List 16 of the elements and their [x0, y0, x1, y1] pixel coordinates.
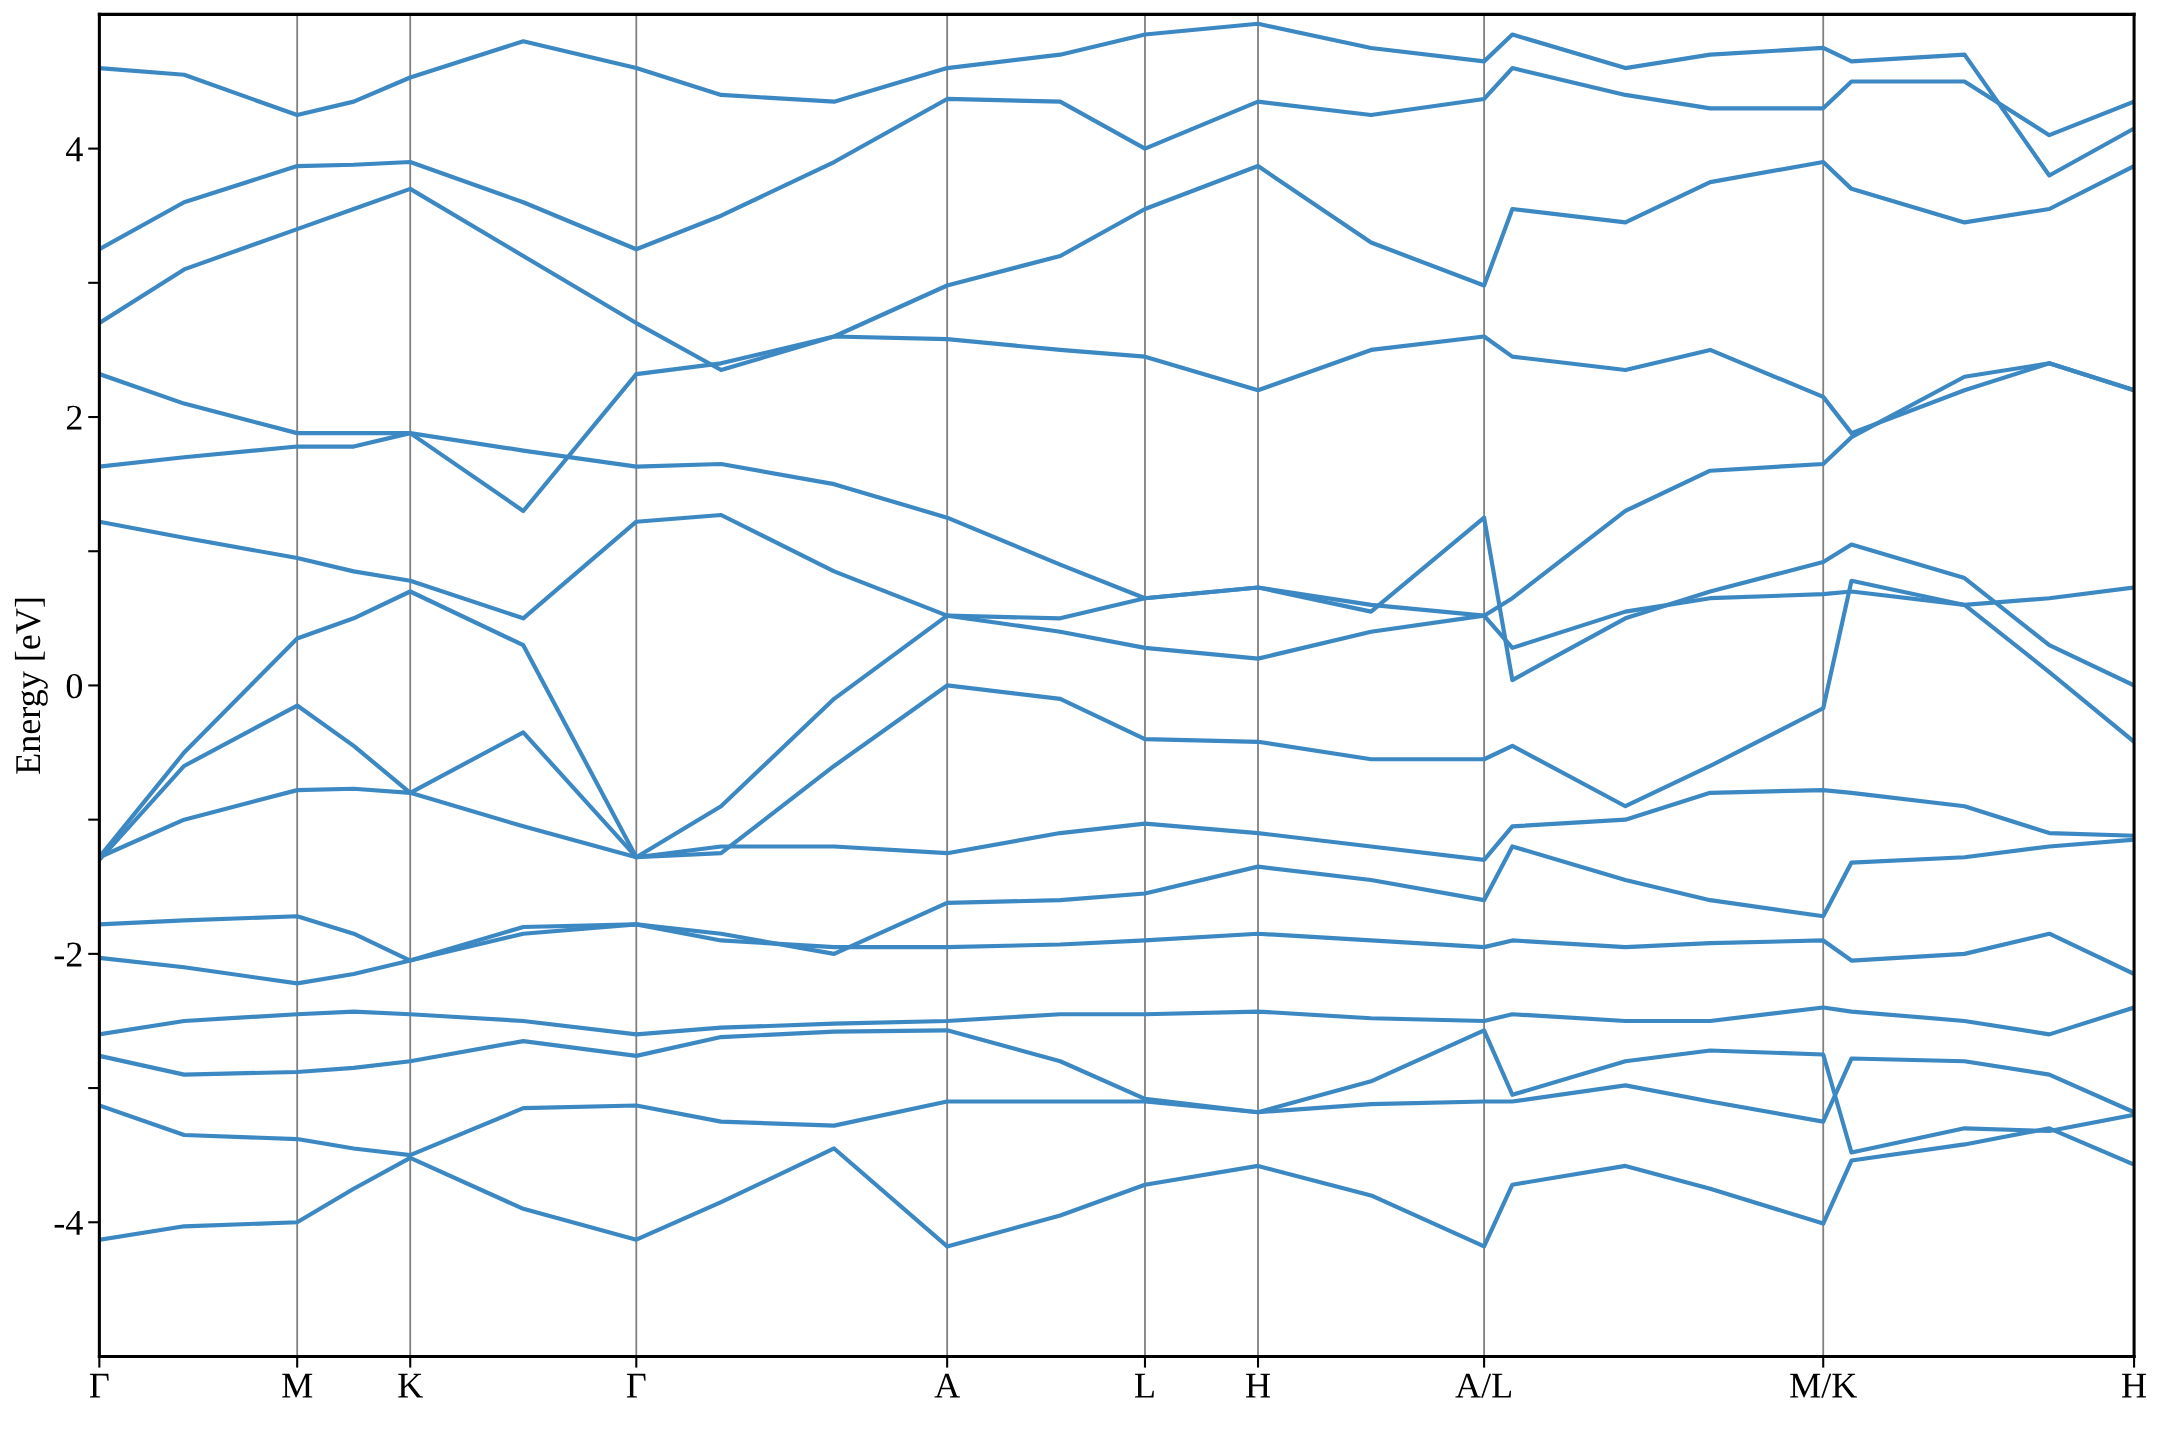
- y-tick-label: -2: [54, 942, 82, 967]
- x-tick-label: K: [398, 1373, 423, 1398]
- x-tick-label: A/L: [1455, 1373, 1512, 1398]
- y-tick-label: 2: [66, 405, 82, 430]
- x-tick-label: H: [1246, 1373, 1270, 1398]
- x-tick-label: M: [282, 1373, 313, 1398]
- x-tick-label: Γ: [89, 1373, 109, 1398]
- y-tick-label: -4: [54, 1211, 83, 1235]
- x-tick-label: H: [2122, 1373, 2147, 1398]
- y-axis-title: Energy [eV]: [14, 598, 48, 774]
- x-tick-label: L: [1134, 1373, 1154, 1398]
- x-tick-label: A: [934, 1373, 960, 1398]
- y-tick-label: 0: [66, 673, 83, 699]
- x-tick-label: Γ: [626, 1373, 646, 1398]
- x-tick-label: M/K: [1790, 1373, 1857, 1398]
- y-tick-label: 4: [66, 137, 83, 162]
